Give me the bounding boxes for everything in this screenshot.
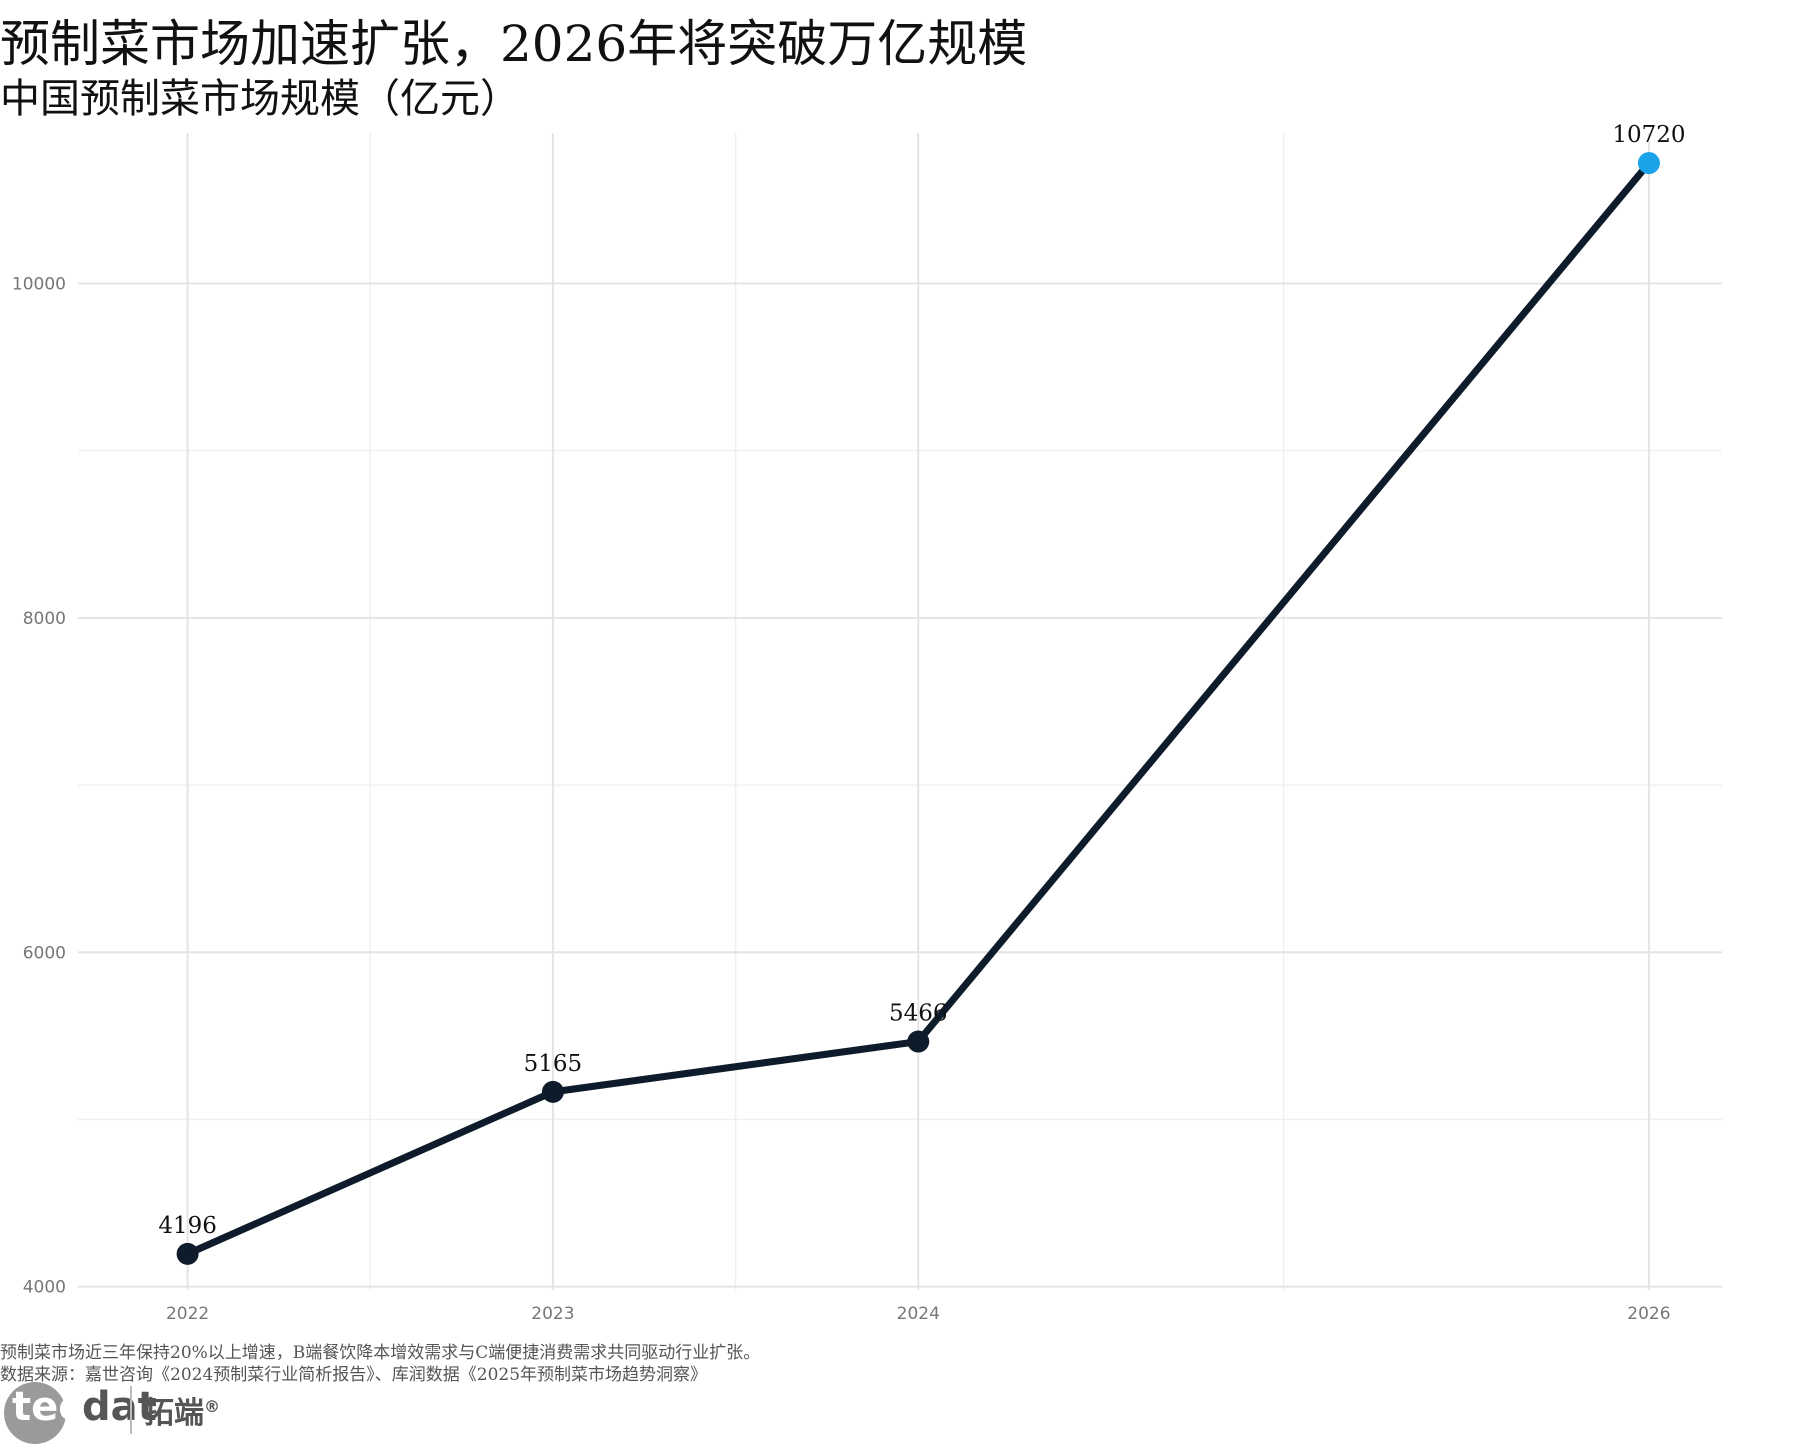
y-tick-label: 4000 (23, 1278, 66, 1298)
x-tick-label: 2023 (531, 1304, 574, 1324)
x-tick-label: 2024 (897, 1304, 940, 1324)
chart-source: 数据来源：嘉世咨询《2024预制菜行业简析报告》、库润数据《2025年预制菜市场… (0, 1365, 708, 1385)
major-grid (78, 133, 1722, 1290)
chart-note: 预制菜市场近三年保持20%以上增速，B端餐饮降本增效需求与C端便捷消费需求共同驱… (0, 1343, 761, 1363)
data-point (907, 1030, 930, 1053)
data-label: 4196 (158, 1213, 217, 1239)
data-point (541, 1080, 564, 1103)
logo-divider (130, 1386, 132, 1434)
brand-logo: tecdat 拓端® (4, 1380, 244, 1444)
y-tick-label: 6000 (23, 943, 66, 963)
minor-grid (78, 133, 1722, 1290)
y-axis-ticks: 4000 6000 8000 10000 (12, 274, 66, 1297)
logo-wordmark-suffix: dat (81, 1384, 157, 1430)
registered-mark: ® (204, 1397, 220, 1416)
y-tick-label: 8000 (23, 609, 66, 629)
logo-circle-icon (4, 1382, 66, 1444)
y-tick-label: 10000 (12, 274, 66, 294)
data-point (176, 1242, 199, 1265)
logo-cn-name: 拓端® (144, 1388, 220, 1432)
series-line-group (184, 159, 1653, 1258)
data-label: 5165 (524, 1051, 583, 1077)
highlight-data-point (1637, 152, 1660, 175)
data-label: 10720 (1612, 122, 1685, 148)
x-tick-label: 2026 (1627, 1304, 1670, 1324)
logo-wordmark: tecdat (12, 1384, 157, 1430)
series-line (184, 159, 1653, 1258)
logo-wordmark-prefix: tec (12, 1384, 82, 1430)
data-label: 5466 (889, 1001, 948, 1027)
chart-subtitle: 中国预制菜市场规模（亿元） (0, 76, 520, 122)
x-axis-ticks: 2022 2023 2024 2026 (166, 1304, 1671, 1324)
x-tick-label: 2022 (166, 1304, 209, 1324)
data-points (176, 152, 1660, 1265)
chart-title: 预制菜市场加速扩张，2026年将突破万亿规模 (0, 15, 1028, 73)
data-labels: 4196 5165 5466 10720 (158, 122, 1685, 1239)
logo-cn-text: 拓端 (144, 1396, 204, 1431)
